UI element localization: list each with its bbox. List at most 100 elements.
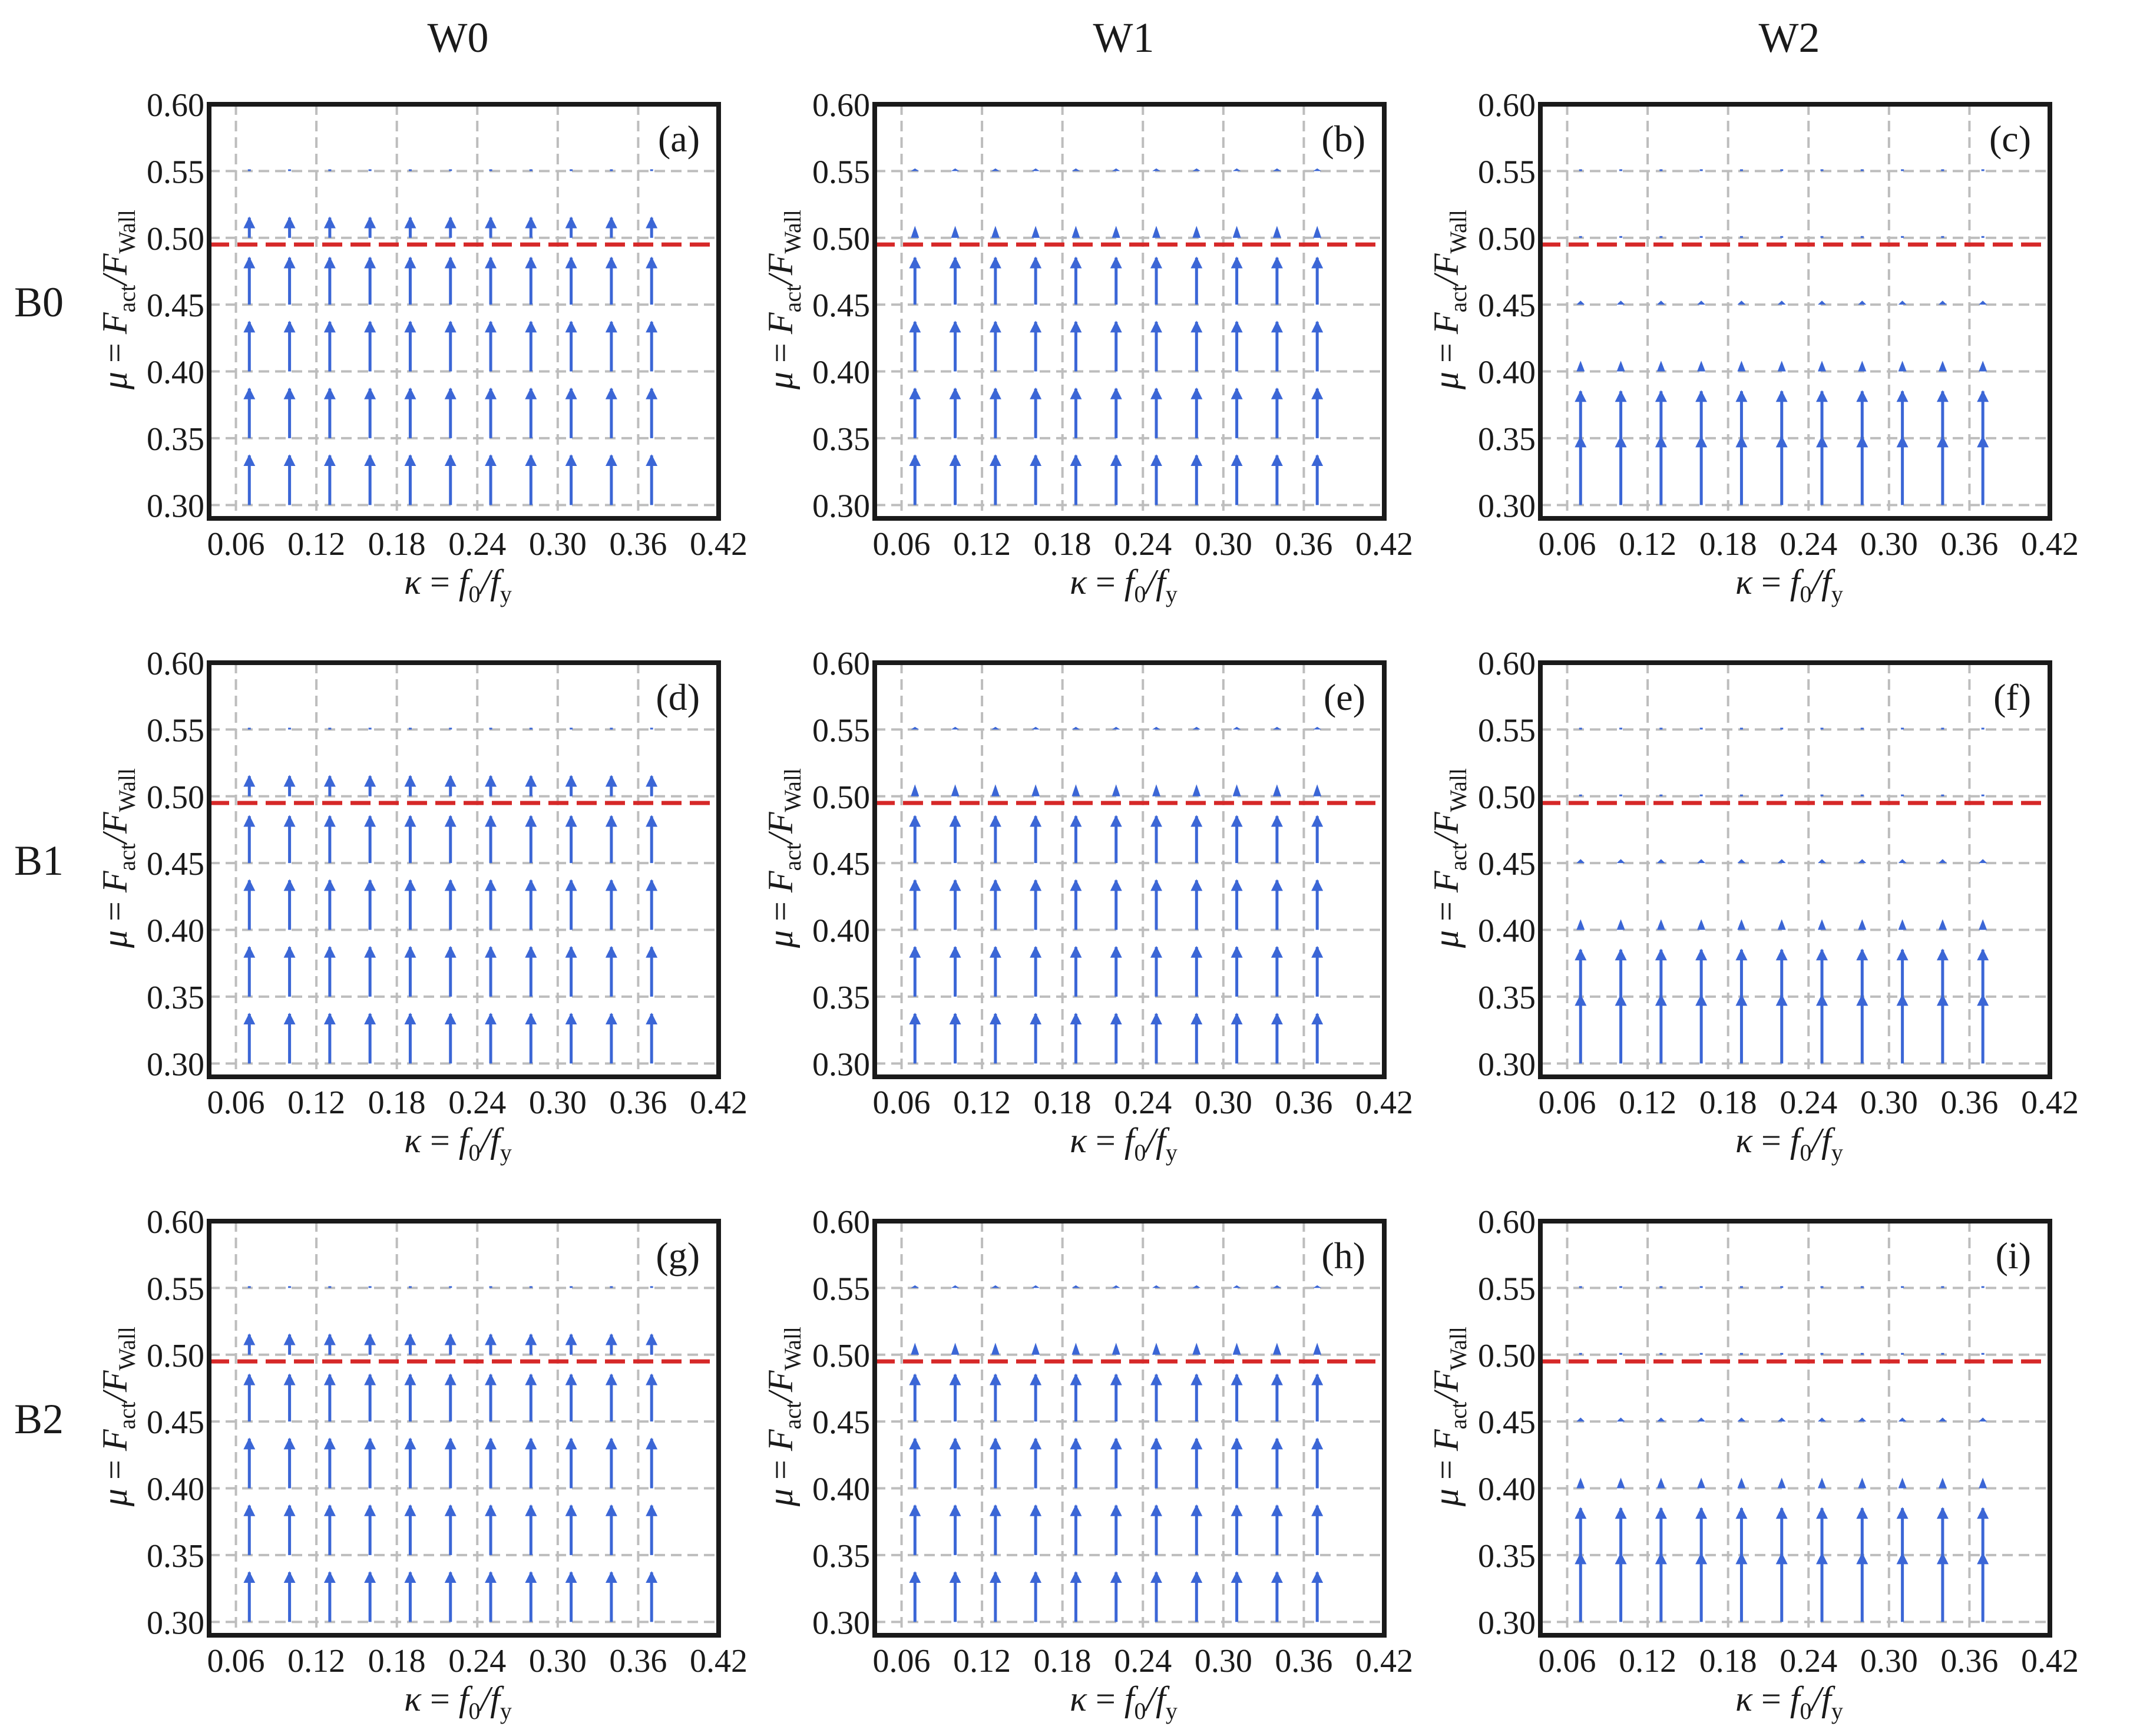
- arrow: [1071, 226, 1080, 238]
- arrow: [1272, 726, 1281, 730]
- x-axis-label: κ = f0/fy: [404, 1679, 512, 1724]
- x-tick-label: 0.42: [690, 1643, 748, 1679]
- arrow: [1938, 1477, 1947, 1489]
- y-tick-label: 0.50: [147, 221, 204, 257]
- x-tick-label: 0.24: [1114, 1643, 1172, 1679]
- arrow: [1031, 168, 1040, 171]
- arrow: [951, 226, 960, 238]
- arrow: [1737, 1477, 1746, 1489]
- x-tick-label: 0.42: [690, 526, 748, 563]
- row-header-b1: B1: [14, 837, 64, 884]
- arrow: [1697, 1477, 1706, 1489]
- arrow: [1818, 300, 1827, 305]
- plot-area: [1540, 1221, 2050, 1635]
- panel-label: (g): [656, 1235, 700, 1277]
- y-tick-label: 0.50: [147, 1338, 204, 1374]
- x-tick-label: 0.24: [1780, 1084, 1837, 1121]
- y-tick-label: 0.35: [147, 980, 204, 1016]
- x-tick-label: 0.36: [1275, 526, 1332, 563]
- x-tick-label: 0.36: [609, 526, 667, 563]
- arrow: [1697, 361, 1706, 372]
- x-tick-label: 0.30: [1860, 1084, 1918, 1121]
- x-axis-label: κ = f0/fy: [1735, 1121, 1843, 1166]
- x-tick-label: 0.30: [1195, 526, 1252, 563]
- arrow: [1313, 226, 1322, 238]
- arrow: [1576, 1477, 1585, 1489]
- y-tick-label: 0.40: [812, 913, 870, 950]
- arrow: [1576, 859, 1585, 864]
- x-tick-label: 0.30: [529, 526, 587, 563]
- arrow: [911, 726, 920, 730]
- arrow: [1112, 726, 1120, 730]
- arrow: [1031, 726, 1040, 730]
- x-tick-label: 0.30: [529, 1084, 587, 1121]
- panel-label: (h): [1321, 1235, 1365, 1277]
- y-tick-label: 0.50: [147, 779, 204, 816]
- y-tick-label: 0.30: [1478, 488, 1536, 524]
- arrow: [1071, 1285, 1080, 1288]
- arrow: [1232, 784, 1241, 796]
- arrow: [1071, 726, 1080, 730]
- x-axis-label: κ = f0/fy: [1735, 1679, 1843, 1724]
- arrow: [1313, 726, 1322, 730]
- x-tick-label: 0.06: [873, 526, 931, 563]
- arrow: [1858, 361, 1867, 372]
- x-tick-label: 0.30: [1860, 1643, 1918, 1679]
- x-tick-label: 0.24: [1780, 1643, 1837, 1679]
- row-header-b2: B2: [14, 1396, 64, 1443]
- x-tick-label: 0.42: [2021, 1643, 2079, 1679]
- x-tick-label: 0.24: [448, 1643, 506, 1679]
- arrow: [1272, 1285, 1281, 1288]
- x-tick-label: 0.24: [1114, 526, 1172, 563]
- arrow: [1313, 784, 1322, 796]
- y-tick-label: 0.55: [812, 1271, 870, 1307]
- arrow: [1152, 1342, 1161, 1355]
- arrow: [1858, 919, 1867, 930]
- x-tick-label: 0.18: [1034, 526, 1092, 563]
- arrow: [1112, 1285, 1120, 1288]
- x-tick-label: 0.42: [1355, 526, 1413, 563]
- arrow: [1737, 361, 1746, 372]
- arrow: [1616, 1477, 1625, 1489]
- panel-label: (f): [1993, 676, 2031, 718]
- arrow: [1112, 226, 1120, 238]
- x-tick-label: 0.18: [1699, 526, 1757, 563]
- arrow: [1818, 859, 1827, 864]
- panel-g: 0.30 0.35 0.40 0.45 0.50 0.55 0.60 0.06 0.12 0.18…: [95, 1204, 748, 1724]
- arrow: [1232, 726, 1241, 730]
- arrow: [1313, 168, 1322, 171]
- y-tick-label: 0.35: [147, 1538, 204, 1575]
- plot-frame: [1538, 1219, 2052, 1638]
- y-tick-label: 0.45: [812, 846, 870, 882]
- arrow: [1031, 1342, 1040, 1355]
- arrow: [1112, 168, 1120, 171]
- arrow: [1737, 919, 1746, 930]
- arrow: [1616, 300, 1625, 305]
- y-tick-label: 0.55: [147, 154, 204, 190]
- y-tick-label: 0.40: [812, 355, 870, 391]
- arrow: [1777, 361, 1786, 372]
- y-axis-label: μ = Fact/FWall: [1427, 768, 1471, 948]
- arrow: [1313, 1342, 1322, 1355]
- y-tick-label: 0.35: [1478, 421, 1536, 458]
- panel-a: 0.30 0.35 0.40 0.45 0.50 0.55 0.60 0.06 0.12 0.18…: [95, 87, 748, 607]
- arrow: [1152, 168, 1161, 171]
- y-tick-label: 0.55: [812, 712, 870, 749]
- arrow: [1938, 1417, 1947, 1422]
- y-tick-label: 0.50: [812, 221, 870, 257]
- x-tick-label: 0.12: [1619, 1084, 1676, 1121]
- x-tick-label: 0.30: [529, 1643, 587, 1679]
- y-tick-label: 0.35: [1478, 980, 1536, 1016]
- x-tick-label: 0.18: [368, 526, 426, 563]
- arrow: [1898, 300, 1907, 305]
- arrow: [991, 784, 1000, 796]
- plot-area: [209, 104, 719, 518]
- panel-c: 0.30 0.35 0.40 0.45 0.50 0.55 0.60 0.06 0.12 0.18…: [1427, 87, 2079, 607]
- y-tick-label: 0.55: [147, 712, 204, 749]
- x-tick-label: 0.42: [1355, 1643, 1413, 1679]
- x-axis-label: κ = f0/fy: [1070, 563, 1178, 607]
- plot-area: [1540, 104, 2050, 518]
- arrow: [1858, 859, 1867, 864]
- arrow: [1656, 361, 1665, 372]
- arrow: [1818, 361, 1827, 372]
